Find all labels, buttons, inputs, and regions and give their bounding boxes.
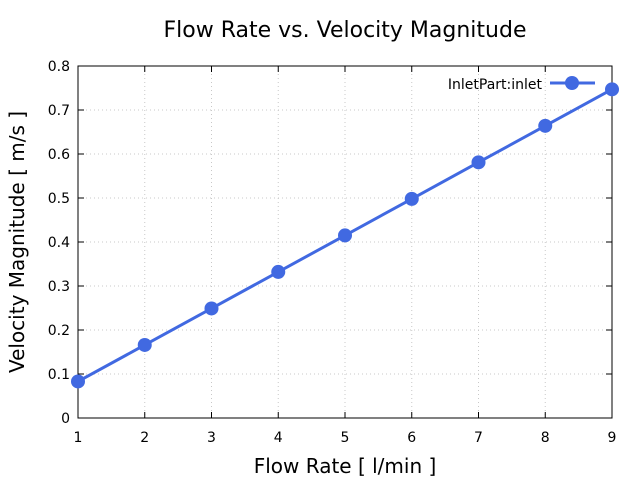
data-point — [271, 264, 286, 279]
chart-title: Flow Rate vs. Velocity Magnitude — [164, 18, 527, 43]
x-tick-label: 9 — [608, 430, 617, 446]
plot-frame — [77, 65, 613, 419]
data-point — [338, 228, 352, 243]
y-tick-label: 0.1 — [48, 367, 70, 383]
x-tick-label: 3 — [207, 430, 216, 446]
y-tick-label: 0.6 — [48, 147, 70, 163]
x-axis-label: Flow Rate [ l/min ] — [254, 454, 437, 478]
ticks: 1 2 3 4 5 6 7 8 9 0 0.1 0.2 0.3 0.4 0.5 0.6 0.7 0.8 — [48, 59, 617, 446]
y-tick-label: 0 — [61, 411, 70, 427]
x-tick-label: 7 — [474, 430, 483, 446]
y-tick-label: 0.5 — [48, 191, 70, 207]
y-tick-label: 0.4 — [48, 235, 70, 251]
x-tick-label: 2 — [140, 430, 149, 446]
data-point — [404, 191, 419, 206]
legend: InletPart:inlet — [448, 76, 595, 93]
legend-label: InletPart:inlet — [448, 77, 543, 93]
x-tick-label: 5 — [341, 430, 350, 446]
y-tick-label: 0.3 — [48, 279, 70, 295]
data-point — [471, 155, 486, 170]
legend-marker — [565, 76, 579, 90]
y-tick-label: 0.8 — [48, 59, 70, 75]
data-point — [538, 118, 553, 133]
data-point — [137, 337, 152, 352]
data-point — [605, 82, 619, 97]
y-tick-label: 0.2 — [48, 323, 70, 339]
y-tick-label: 0.7 — [48, 103, 70, 119]
data-point — [204, 301, 219, 316]
x-tick-label: 6 — [407, 430, 416, 446]
series — [71, 82, 619, 389]
y-axis-label: Velocity Magnitude [ m/s ] — [5, 111, 29, 373]
x-tick-label: 8 — [541, 430, 550, 446]
x-tick-label: 1 — [74, 430, 83, 446]
data-point — [71, 374, 85, 389]
x-tick-label: 4 — [274, 430, 283, 446]
